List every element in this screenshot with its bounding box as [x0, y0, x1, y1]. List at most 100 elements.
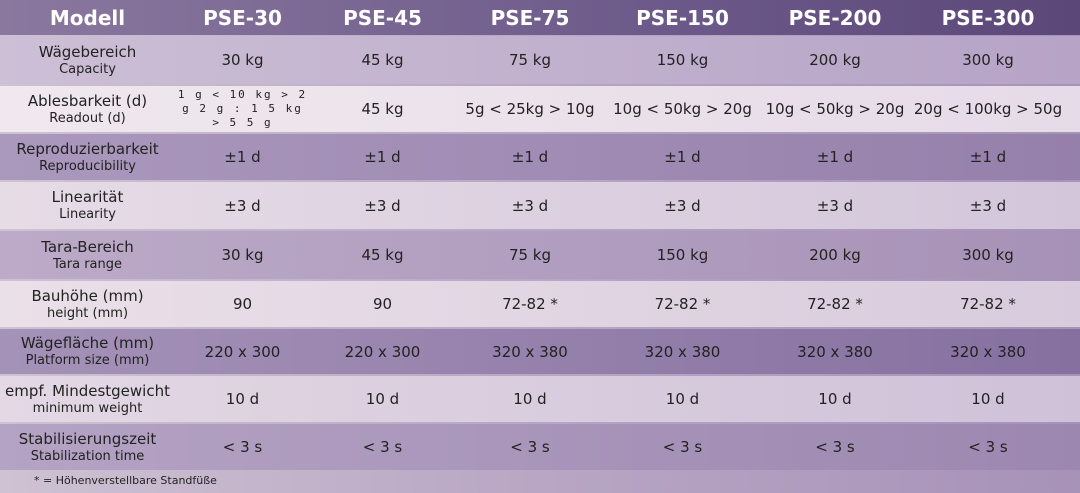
cell-text: 150 kg: [656, 51, 709, 69]
table-cell: 90: [175, 281, 310, 327]
row-label: Bauhöhe (mm): [31, 286, 144, 305]
row-sublabel: Reproducibility: [39, 158, 136, 174]
row-label: Tara-Bereich: [41, 237, 134, 256]
row-header: Reproduzierbarkeit Reproducibility: [0, 134, 175, 180]
table-cell: ±3 d: [605, 182, 760, 229]
cell-text: 90: [372, 295, 393, 313]
cell-text: 45 kg: [361, 246, 404, 264]
cell-text: 320 x 380: [492, 342, 568, 361]
table-cell: 20g < 100kg > 50g: [910, 86, 1066, 132]
table-cell: 72-82 *: [910, 281, 1066, 327]
table-cell: ±3 d: [910, 182, 1066, 229]
header-cell: PSE-30: [203, 5, 282, 30]
cell-text: 45 kg: [361, 51, 404, 69]
cell-text: 75 kg: [508, 51, 552, 69]
row-sublabel: Stabilization time: [30, 448, 145, 464]
table-cell: 200 kg: [760, 231, 910, 279]
table-cell: 45 kg: [310, 231, 455, 279]
table-cell: 10 d: [175, 376, 310, 422]
table-cell: ±1 d: [910, 134, 1066, 180]
cell-text: < 3 s: [662, 438, 703, 456]
table-cell: 200 kg: [760, 36, 910, 84]
table-cell: 75 kg: [455, 36, 605, 84]
table-row: Linearität Linearity ±3 d ±3 d ±3 d ±3 d ±3 d ±…: [0, 182, 1080, 229]
table-cell: 10 d: [310, 376, 455, 422]
header-cell: PSE-75: [490, 5, 570, 30]
table-row: empf. Mindestgewicht minimum weight 10 d 10…: [0, 376, 1080, 422]
table-cell: ±1 d: [760, 134, 910, 180]
table-row: Wägefläche (mm) Platform size (mm) 220 x 3…: [0, 329, 1080, 374]
cell-text: 10 d: [818, 390, 852, 408]
table-cell: 5g < 25kg > 10g: [455, 86, 605, 132]
table-cell: 72-82 *: [760, 281, 910, 327]
table-cell: 150 kg: [605, 231, 760, 279]
cell-text: 72-82 *: [654, 295, 711, 313]
cell-text: 320 x 380: [797, 342, 873, 361]
table-cell: 320 x 380: [910, 329, 1066, 374]
table-cell: 72-82 *: [455, 281, 605, 327]
table-cell: 220 x 300: [175, 329, 310, 374]
table-cell: 90: [310, 281, 455, 327]
table-cell: ±1 d: [310, 134, 455, 180]
row-sublabel: Readout (d): [49, 110, 126, 126]
cell-text: < 3 s: [968, 438, 1008, 456]
table-cell: ±1 d: [175, 134, 310, 180]
row-label: Reproduzierbarkeit: [16, 139, 159, 158]
table-cell: 320 x 380: [455, 329, 605, 374]
table-row: Wägebereich Capacity 30 kg 45 kg 75 kg 150 kg…: [0, 36, 1080, 84]
cell-text: ±3 d: [664, 196, 701, 215]
row-header: Wägebereich Capacity: [0, 36, 175, 84]
cell-text: 10 d: [225, 390, 260, 408]
cell-text: < 3 s: [362, 438, 403, 456]
row-header: Linearität Linearity: [0, 182, 175, 229]
header-cell: PSE-150: [636, 5, 729, 30]
table-cell: 45 kg: [310, 36, 455, 84]
table-cell: 10 d: [910, 376, 1066, 422]
table-cell: ±3 d: [455, 182, 605, 229]
cell-text: 220 x 300: [204, 342, 281, 361]
cell-text: 320 x 380: [950, 342, 1026, 361]
cell-text: ±1 d: [224, 148, 261, 166]
cell-text: 72-82 *: [960, 295, 1016, 313]
header-cell: PSE-45: [343, 5, 422, 30]
cell-text: 10 d: [665, 390, 700, 408]
table-cell: 300 kg: [910, 36, 1066, 84]
row-header: Ablesbarkeit (d) Readout (d): [0, 86, 175, 132]
footnote: * = Höhenverstellbare Standfüße: [34, 474, 217, 487]
cell-text: ±3 d: [364, 196, 401, 215]
cell-text: ±3 d: [224, 196, 261, 215]
cell-text: 75 kg: [508, 246, 552, 264]
table-row: Reproduzierbarkeit Reproducibility ±1 d ±1 …: [0, 134, 1080, 180]
cell-text: ±3 d: [816, 196, 854, 215]
row-sublabel: Capacity: [59, 61, 116, 77]
cell-text: 200 kg: [809, 51, 861, 69]
cell-text: 10 d: [365, 390, 400, 408]
cell-text: 5g < 25kg > 10g: [465, 100, 595, 118]
cell-text: ±1 d: [664, 148, 701, 166]
cell-text: 150 kg: [656, 246, 709, 264]
table-row: Ablesbarkeit (d) Readout (d) 1 g < 10 kg >…: [0, 86, 1080, 132]
cell-text: 1 g < 10 kg > 2 g 2 g : 1 5 kg > 5 5 g: [177, 88, 308, 129]
table-cell: 30 kg: [175, 231, 310, 279]
cell-text: 72-82 *: [807, 295, 863, 313]
table-cell: 10 d: [605, 376, 760, 422]
table-cell: < 3 s: [605, 424, 760, 470]
table-cell: 10 d: [760, 376, 910, 422]
cell-text: 30 kg: [221, 246, 264, 264]
cell-text: ±3 d: [969, 196, 1007, 215]
cell-text: ±3 d: [511, 196, 549, 215]
cell-text: ±1 d: [364, 148, 401, 166]
header-cell: PSE-300: [941, 5, 1035, 30]
cell-text: 72-82 *: [502, 295, 558, 313]
row-label: Wägebereich: [38, 42, 137, 61]
cell-text: 30 kg: [221, 51, 264, 69]
table-cell: 30 kg: [175, 36, 310, 84]
table-cell: ±3 d: [760, 182, 910, 229]
table-cell: < 3 s: [455, 424, 605, 470]
row-label: Linearität: [51, 188, 124, 206]
table-cell: 10g < 50kg > 20g: [760, 86, 910, 132]
table-cell: 72-82 *: [605, 281, 760, 327]
cell-text: 300 kg: [962, 51, 1014, 69]
row-sublabel: height (mm): [46, 305, 129, 321]
